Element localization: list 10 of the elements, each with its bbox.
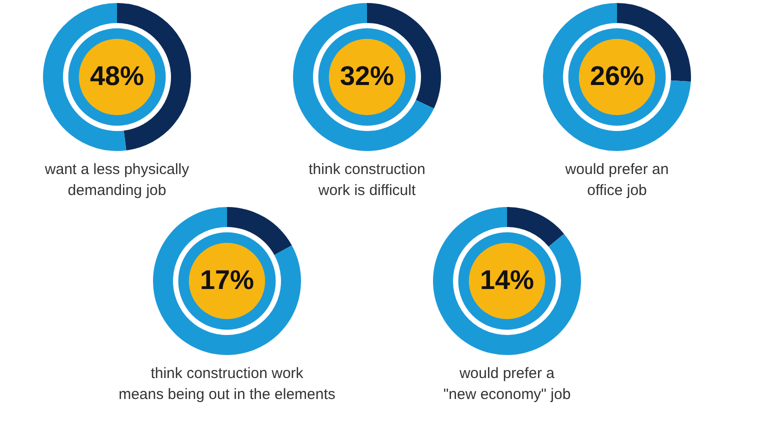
data-label: 32%	[340, 61, 394, 91]
data-label: 48%	[90, 61, 144, 91]
text: think construction work means being out in the elements	[118, 365, 336, 403]
text: would prefer an office job	[564, 161, 669, 199]
text: would prefer a "new economy" job	[443, 365, 571, 403]
data-label: 17%	[200, 265, 254, 295]
data-label: 14%	[480, 265, 534, 295]
text: think construction work is difficult	[308, 161, 426, 199]
data-label: 26%	[590, 61, 644, 91]
text: want a less physically demanding job	[44, 161, 190, 199]
